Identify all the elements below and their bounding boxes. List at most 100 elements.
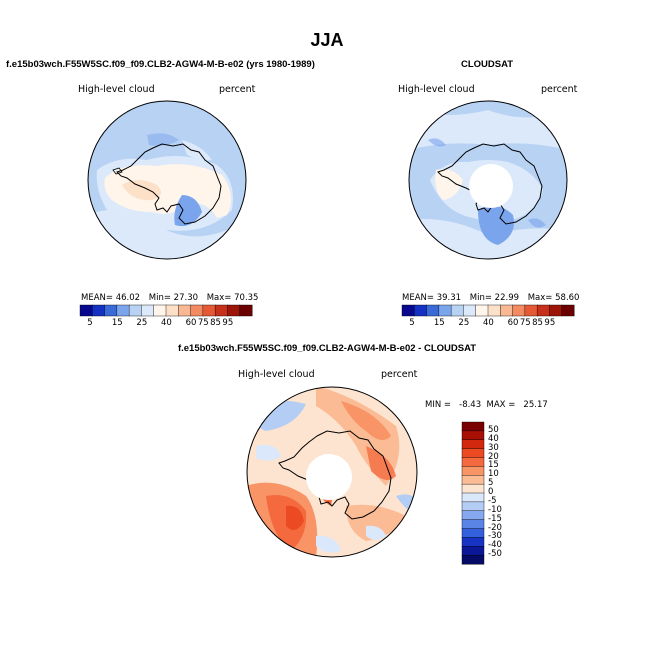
diff-colorbar-label: -20 bbox=[488, 522, 502, 533]
diff-colorbar-swatch bbox=[461, 483, 485, 494]
obs-colorbar-label: 15 bbox=[433, 318, 445, 328]
obs-colorbar-label: 75 bbox=[519, 318, 531, 328]
colorbar-swatch bbox=[524, 304, 538, 317]
diff-colorbar-label: -30 bbox=[488, 531, 502, 542]
diff-colorbar-swatch bbox=[461, 457, 485, 467]
diff-colorbar-swatch bbox=[461, 510, 485, 521]
colorbar-swatch bbox=[190, 304, 204, 317]
model-colorbar-labels: 5 15 25 40 60 75 85 95 bbox=[80, 318, 252, 330]
model-mean-label: MEAN= bbox=[81, 293, 113, 303]
obs-colorbar-label: 95 bbox=[544, 318, 556, 328]
model-colorbar-swatches bbox=[79, 304, 253, 317]
diff-colorbar-swatch bbox=[461, 448, 485, 459]
diff-colorbar-swatch bbox=[461, 421, 485, 432]
obs-stats: MEAN= 39.31 Min= 22.99 Max= 58.60 bbox=[402, 293, 579, 303]
obs-missing-data-hole bbox=[469, 164, 513, 208]
obs-variable-label: High-level cloud bbox=[398, 84, 475, 95]
colorbar-swatch bbox=[141, 304, 155, 317]
model-coastline bbox=[116, 143, 222, 225]
diff-polar-map bbox=[246, 386, 418, 558]
obs-min-value: 22.99 bbox=[494, 293, 520, 303]
obs-max-label: Max= bbox=[527, 293, 553, 303]
colorbar-swatch bbox=[178, 304, 192, 317]
colorbar-swatch bbox=[414, 304, 428, 317]
model-colorbar-label: 5 bbox=[87, 318, 93, 328]
model-min-label: Min= bbox=[148, 293, 171, 303]
diff-colorbar-swatches bbox=[461, 421, 485, 565]
diff-colorbar-swatch bbox=[461, 528, 485, 538]
colorbar-swatch bbox=[153, 304, 167, 317]
diff-colorbar-label: 0 bbox=[488, 487, 494, 497]
colorbar-swatch bbox=[239, 304, 253, 317]
diff-colorbar-swatch bbox=[461, 501, 485, 512]
diff-colorbar-swatch bbox=[461, 537, 485, 547]
diff-colorbar-label: 30 bbox=[488, 442, 499, 453]
diff-colorbar-label: -40 bbox=[488, 540, 502, 551]
obs-colorbar-label: 85 bbox=[532, 318, 543, 328]
obs-run-title: CLOUDSAT bbox=[461, 59, 514, 70]
colorbar-swatch bbox=[92, 304, 106, 317]
diff-units-label: percent bbox=[381, 369, 418, 380]
colorbar-swatch bbox=[214, 304, 228, 317]
obs-colorbar-label: 5 bbox=[409, 318, 415, 328]
obs-polar-map bbox=[408, 100, 568, 260]
diff-colorbar-swatch bbox=[461, 519, 485, 530]
diff-colorbar-label: 15 bbox=[488, 460, 499, 471]
obs-max-value: 58.60 bbox=[555, 293, 580, 303]
colorbar-swatch bbox=[561, 304, 575, 317]
model-stats: MEAN= 46.02 Min= 27.30 Max= 70.35 bbox=[81, 293, 258, 303]
colorbar-swatch bbox=[438, 304, 452, 317]
model-variable-label: High-level cloud bbox=[78, 84, 155, 95]
diff-colorbar-swatch bbox=[461, 546, 485, 556]
diff-minmax: MIN = -8.43 MAX = 25.17 bbox=[425, 400, 548, 410]
diff-coastline bbox=[278, 430, 392, 520]
colorbar-swatch bbox=[475, 304, 489, 317]
diff-colorbar-swatch bbox=[461, 475, 485, 485]
obs-mean-label: MEAN= bbox=[402, 293, 434, 303]
colorbar-swatch bbox=[500, 304, 514, 317]
colorbar-swatch bbox=[401, 304, 415, 317]
colorbar-swatch bbox=[512, 304, 526, 317]
model-max-label: Max= bbox=[206, 293, 232, 303]
colorbar-swatch bbox=[549, 304, 563, 317]
diff-colorbar-labels: 50 40 30 20 15 10 5 0 -5 -10 -15 -20 -30… bbox=[488, 422, 518, 564]
colorbar-swatch bbox=[116, 304, 130, 317]
model-units-label: percent bbox=[219, 84, 256, 95]
model-colorbar bbox=[79, 304, 253, 317]
obs-colorbar-label: 25 bbox=[458, 318, 470, 328]
obs-colorbar-label: 60 bbox=[507, 318, 519, 328]
diff-colorbar-label: 5 bbox=[488, 478, 494, 489]
diff-colorbar-swatch bbox=[461, 554, 485, 565]
colorbar-swatch bbox=[426, 304, 440, 317]
diff-colorbar-swatch bbox=[461, 430, 485, 441]
diff-colorbar-swatch bbox=[461, 492, 485, 503]
obs-colorbar-swatches bbox=[401, 304, 575, 317]
obs-units-label: percent bbox=[541, 84, 578, 95]
obs-colorbar bbox=[401, 304, 575, 317]
model-colorbar-label: 60 bbox=[185, 318, 197, 328]
diff-run-title: f.e15b03wch.F55W5SC.f09_f09.CLB2-AGW4-M-… bbox=[177, 343, 477, 354]
model-colorbar-label: 75 bbox=[197, 318, 209, 328]
diff-variable-label: High-level cloud bbox=[238, 369, 315, 380]
diff-colorbar-label: -50 bbox=[488, 549, 502, 560]
model-colorbar-label: 40 bbox=[161, 318, 172, 328]
diff-missing-data-hole bbox=[306, 454, 352, 500]
colorbar-swatch bbox=[79, 304, 93, 317]
diff-colorbar bbox=[461, 421, 485, 565]
model-colorbar-label: 25 bbox=[136, 318, 148, 328]
model-min-value: 27.30 bbox=[173, 293, 199, 303]
colorbar-swatch bbox=[487, 304, 501, 317]
colorbar-swatch bbox=[128, 304, 142, 317]
diff-colorbar-label: 20 bbox=[488, 451, 499, 462]
obs-mean-value: 39.31 bbox=[436, 293, 462, 303]
model-polar-map bbox=[87, 100, 247, 260]
model-colorbar-label: 15 bbox=[111, 318, 123, 328]
obs-min-label: Min= bbox=[469, 293, 492, 303]
colorbar-swatch bbox=[202, 304, 216, 317]
colorbar-swatch bbox=[463, 304, 477, 317]
diff-colorbar-swatch bbox=[461, 439, 485, 450]
main-title: JJA bbox=[310, 30, 344, 50]
diff-colorbar-label: 10 bbox=[488, 469, 499, 480]
colorbar-swatch bbox=[165, 304, 179, 317]
model-colorbar-label: 85 bbox=[210, 318, 221, 328]
